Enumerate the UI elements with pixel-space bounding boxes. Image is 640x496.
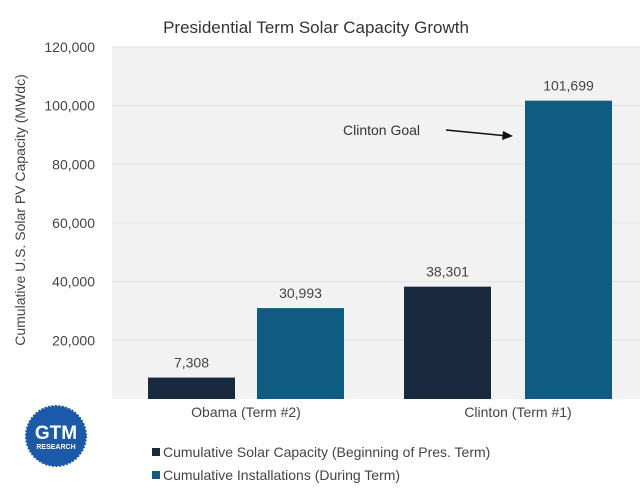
bar (404, 286, 491, 399)
annotation-label: Clinton Goal (343, 122, 420, 138)
data-label: 30,993 (279, 285, 322, 301)
bar (257, 308, 344, 399)
bar (148, 377, 235, 399)
legend-label: Cumulative Solar Capacity (Beginning of … (163, 444, 491, 460)
y-tick-label: 40,000 (52, 274, 95, 290)
annotation-arrowhead (502, 131, 513, 140)
y-tick-label: 100,000 (44, 98, 95, 114)
annotation-arrow-line (445, 129, 509, 137)
legend-swatch (152, 471, 160, 479)
data-label: 101,699 (543, 78, 594, 94)
x-tick-label: Clinton (Term #1) (464, 404, 571, 420)
svg-text:RESEARCH: RESEARCH (36, 444, 75, 451)
legend-swatch (152, 448, 160, 456)
gtm-research-logo: GTM RESEARCH (25, 405, 87, 467)
y-tick-label: 120,000 (44, 39, 95, 55)
legend-item-installations: Cumulative Installations (During Term) (152, 467, 400, 483)
bar (525, 100, 612, 400)
y-tick-label: 60,000 (52, 215, 95, 231)
data-label: 7,308 (174, 355, 209, 371)
y-tick-label: 80,000 (52, 156, 95, 172)
chart-title: Presidential Term Solar Capacity Growth (163, 18, 469, 37)
svg-text:GTM: GTM (35, 423, 77, 444)
legend-item-capacity: Cumulative Solar Capacity (Beginning of … (152, 444, 490, 460)
legend-label: Cumulative Installations (During Term) (163, 467, 401, 483)
data-label: 38,301 (426, 264, 469, 280)
x-tick-label: Obama (Term #2) (191, 404, 301, 420)
y-tick-label: 20,000 (52, 332, 95, 348)
